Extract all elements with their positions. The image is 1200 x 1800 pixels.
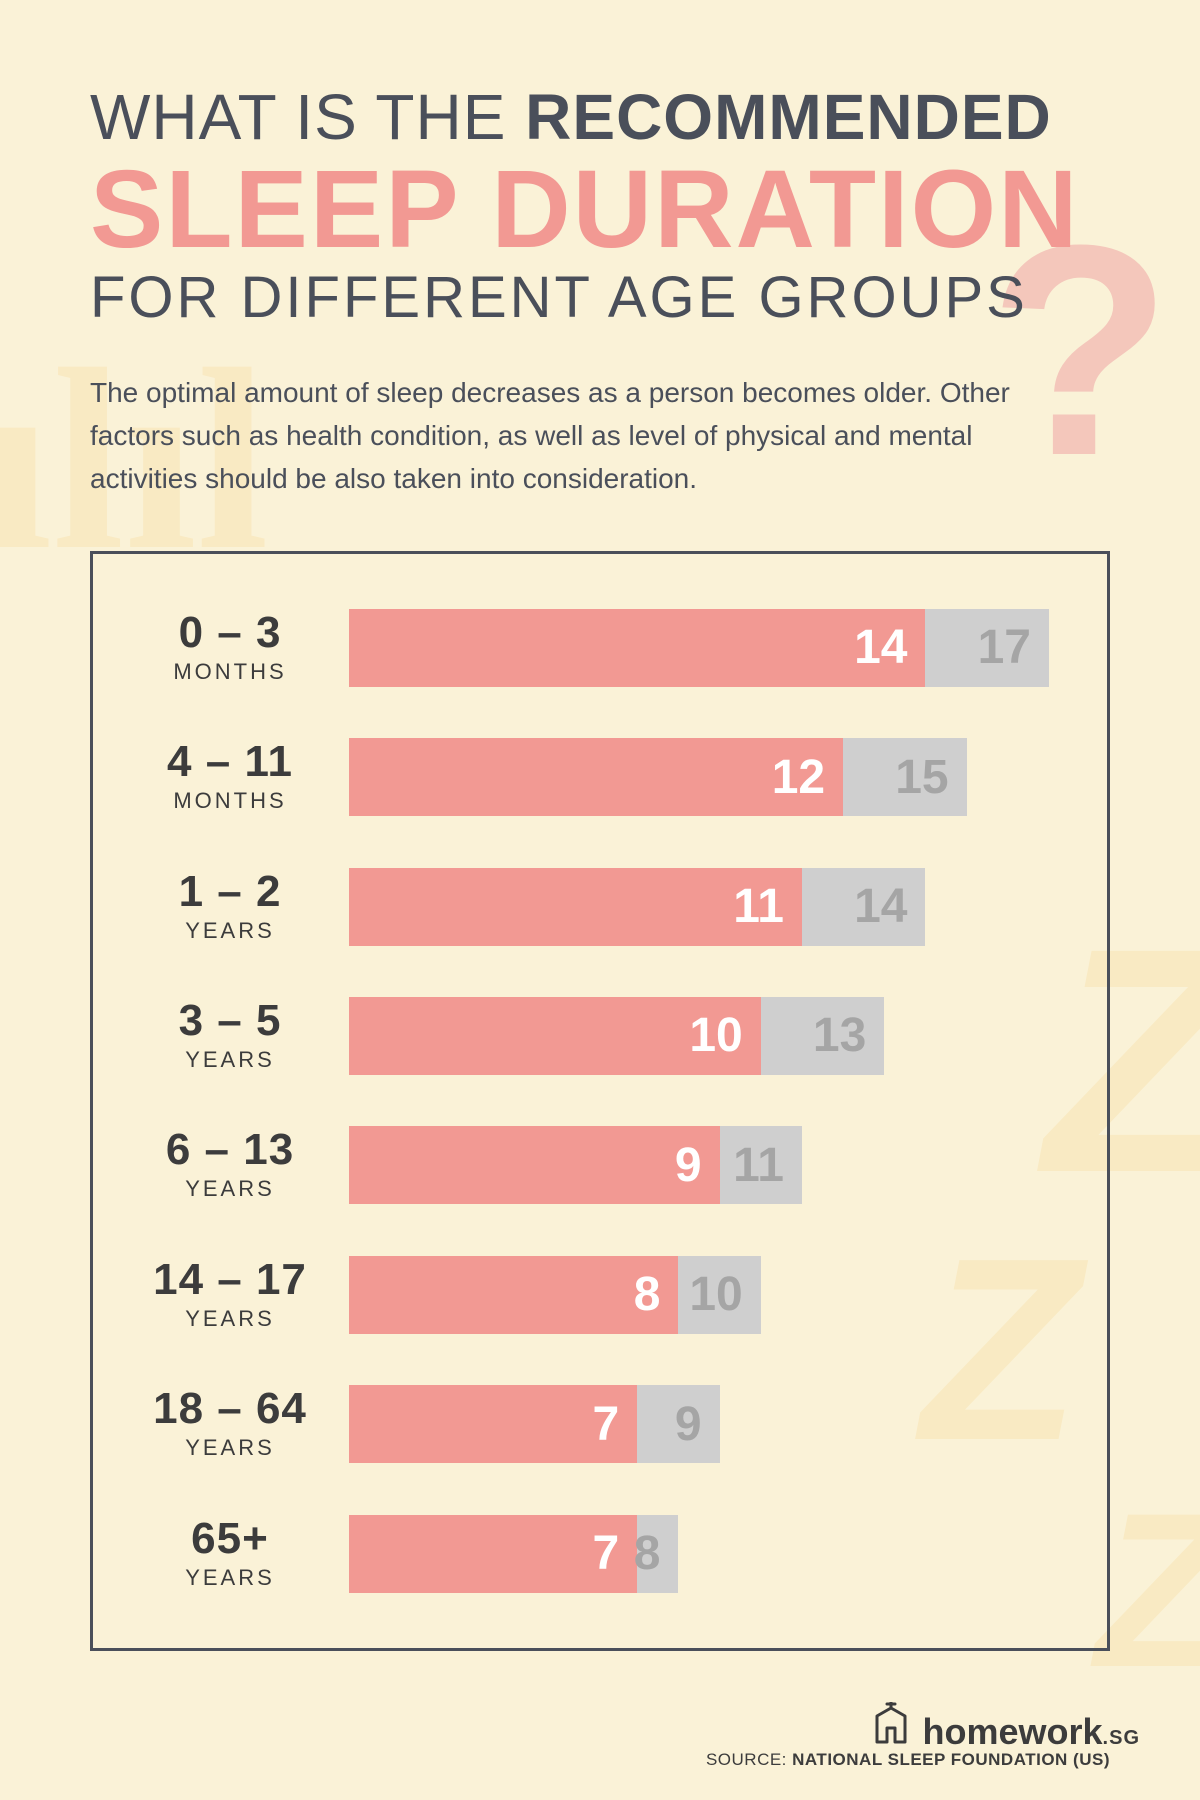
title-line-3: FOR DIFFERENT AGE GROUPS [90,264,1110,331]
bar-max-segment: 17 [925,609,1049,687]
bar-max-segment: 9 [637,1385,719,1463]
bar-max-segment: 14 [802,868,926,946]
bar-min-segment: 12 [349,738,843,816]
age-range: 65+ [129,1517,331,1561]
bar-wrap: 810 [349,1256,761,1334]
bar-container: 1114 [349,868,1061,946]
bar-min-segment: 10 [349,997,761,1075]
logo-text-wrap: homework.SG [923,1714,1141,1750]
age-label: 0 – 3 MONTHS [129,611,349,685]
age-range: 4 – 11 [129,740,331,784]
age-range: 3 – 5 [129,999,331,1043]
logo-sub: .SG [1103,1727,1140,1749]
age-label: 6 – 13 YEARS [129,1128,349,1202]
infographic-page: ? ılıl Z Z Z WHAT IS THE RECOMMENDED SLE… [0,0,1200,1800]
bar-min-segment: 11 [349,868,802,946]
chart-row: 65+ YEARS 78 [129,1506,1061,1602]
chart-row: 14 – 17 YEARS 810 [129,1247,1061,1343]
intro-paragraph: The optimal amount of sleep decreases as… [90,371,1070,501]
age-label: 14 – 17 YEARS [129,1258,349,1332]
chart-row: 18 – 64 YEARS 79 [129,1376,1061,1472]
bar-wrap: 1013 [349,997,884,1075]
bar-min-segment: 9 [349,1126,720,1204]
brand-logo: homework.SG [867,1702,1141,1750]
bar-min-segment: 7 [349,1515,637,1593]
chart-row: 6 – 13 YEARS 911 [129,1117,1061,1213]
title-line-2: SLEEP DURATION [90,152,1110,268]
age-range: 6 – 13 [129,1128,331,1172]
source-label: SOURCE: [706,1750,792,1769]
chart-row: 1 – 2 YEARS 1114 [129,859,1061,955]
age-unit: YEARS [129,1565,331,1591]
bar-wrap: 79 [349,1385,720,1463]
age-label: 1 – 2 YEARS [129,870,349,944]
bar-max-segment: 15 [843,738,967,816]
logo-icon [867,1702,915,1750]
age-unit: MONTHS [129,788,331,814]
bar-min-segment: 8 [349,1256,678,1334]
sleep-chart: 0 – 3MONTHS14174 – 11MONTHS12151 – 2YEAR… [90,551,1110,1651]
age-label: 3 – 5 YEARS [129,999,349,1073]
age-unit: MONTHS [129,659,331,685]
bg-z-icon: Z [1096,1480,1200,1700]
age-range: 1 – 2 [129,870,331,914]
bar-container: 1417 [349,609,1061,687]
age-range: 14 – 17 [129,1258,331,1302]
title-line-1a: WHAT IS THE [90,81,525,153]
bar-container: 810 [349,1256,1061,1334]
source-value: NATIONAL SLEEP FOUNDATION (US) [792,1750,1110,1769]
title-line-1b: RECOMMENDED [525,81,1052,153]
bar-max-segment: 8 [637,1515,678,1593]
age-unit: YEARS [129,1306,331,1332]
age-unit: YEARS [129,1047,331,1073]
age-range: 18 – 64 [129,1387,331,1431]
age-label: 65+ YEARS [129,1517,349,1591]
bar-container: 79 [349,1385,1061,1463]
bar-min-segment: 14 [349,609,925,687]
bar-max-segment: 10 [678,1256,760,1334]
age-unit: YEARS [129,918,331,944]
age-label: 18 – 64 YEARS [129,1387,349,1461]
chart-row: 0 – 3 MONTHS 1417 [129,600,1061,696]
title-line-1: WHAT IS THE RECOMMENDED [90,80,1110,154]
bar-container: 78 [349,1515,1061,1593]
title-block: WHAT IS THE RECOMMENDED SLEEP DURATION F… [90,80,1110,331]
age-range: 0 – 3 [129,611,331,655]
chart-row: 3 – 5 YEARS 1013 [129,988,1061,1084]
chart-row: 4 – 11 MONTHS 1215 [129,729,1061,825]
bar-min-segment: 7 [349,1385,637,1463]
bar-max-segment: 13 [761,997,885,1075]
bar-wrap: 1114 [349,868,925,946]
age-label: 4 – 11 MONTHS [129,740,349,814]
bar-wrap: 1215 [349,738,967,816]
source-credit: SOURCE: NATIONAL SLEEP FOUNDATION (US) [706,1750,1110,1770]
bar-container: 1215 [349,738,1061,816]
bar-max-segment: 11 [720,1126,802,1204]
bar-wrap: 78 [349,1515,678,1593]
bar-wrap: 911 [349,1126,802,1204]
age-unit: YEARS [129,1435,331,1461]
bar-container: 911 [349,1126,1061,1204]
logo-text: homework [923,1711,1103,1752]
bar-container: 1013 [349,997,1061,1075]
bar-wrap: 1417 [349,609,1049,687]
age-unit: YEARS [129,1176,331,1202]
